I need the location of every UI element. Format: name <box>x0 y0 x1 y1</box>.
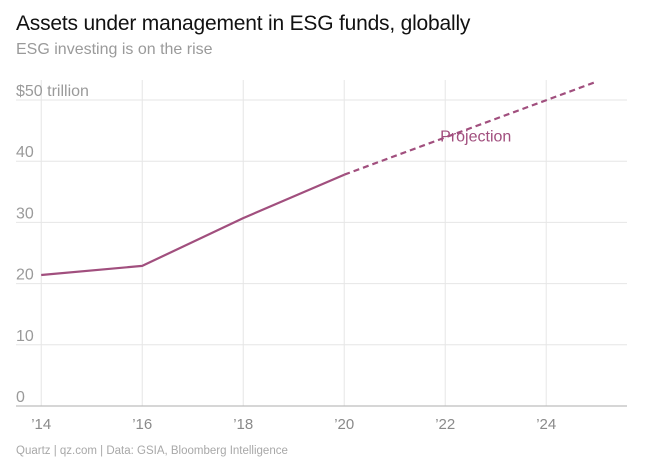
x-tick-label: ’14 <box>31 416 51 433</box>
x-tick-label: ’24 <box>536 416 556 433</box>
x-tick-label: ’22 <box>435 416 455 433</box>
grid-lines <box>16 80 627 407</box>
actual-series-line <box>41 173 345 277</box>
y-tick-label: 0 <box>16 389 25 406</box>
annotations: Projection <box>440 129 511 146</box>
y-tick-label: 10 <box>16 328 34 345</box>
y-tick-label: 30 <box>16 205 34 222</box>
axis-ticks: 0 10 20 30 40 $50 trillion ’14 ’16 ’18 ’20 ’22 ’24 <box>16 83 556 433</box>
series-lines <box>41 80 598 277</box>
projection-label: Projection <box>440 129 511 146</box>
y-tick-label: $50 trillion <box>16 83 89 100</box>
chart-title: Assets under management in ESG funds, gl… <box>16 12 471 35</box>
y-tick-label: 40 <box>16 144 34 161</box>
source-credit: Quartz | qz.com | Data: GSIA, Bloomberg … <box>16 445 288 457</box>
projection-series-line <box>343 80 598 176</box>
x-tick-label: ’20 <box>334 416 354 433</box>
x-tick-label: ’16 <box>132 416 152 433</box>
y-tick-label: 20 <box>16 267 34 284</box>
x-tick-label: ’18 <box>233 416 253 433</box>
chart-subtitle: ESG investing is on the rise <box>16 41 213 58</box>
